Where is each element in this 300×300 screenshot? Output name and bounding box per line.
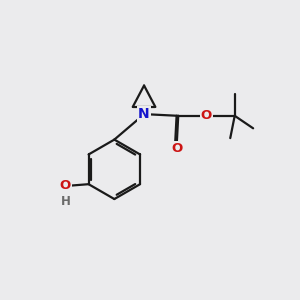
Text: O: O [201,109,212,122]
Text: O: O [171,142,182,155]
Text: O: O [60,179,71,192]
Text: H: H [61,195,70,208]
Text: N: N [138,107,150,121]
